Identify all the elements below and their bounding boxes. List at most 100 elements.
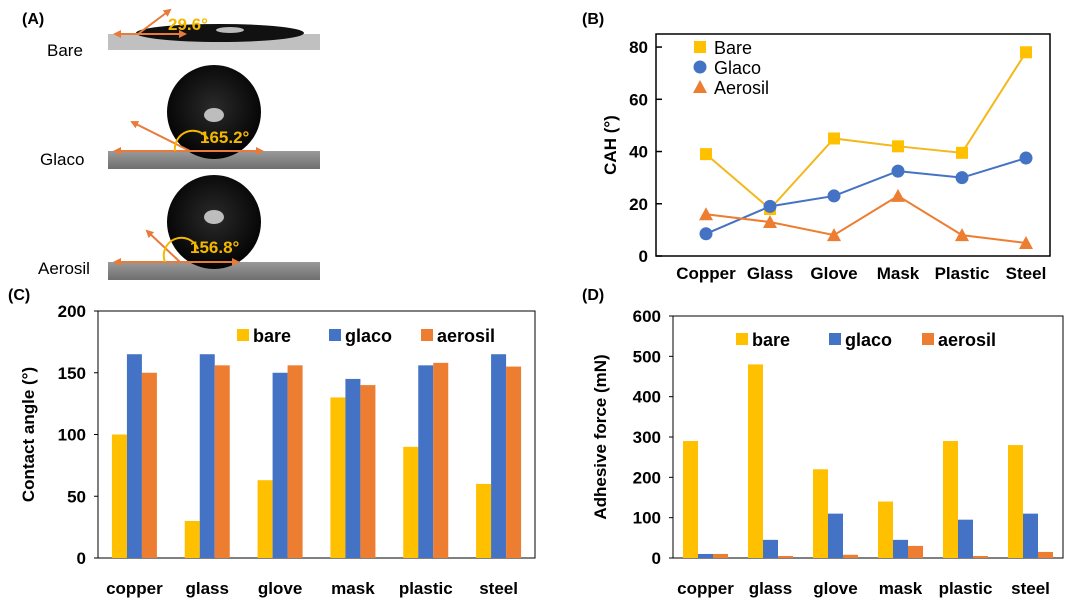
photo-bare: 29.6° Bare [47,8,320,60]
y-tick-label: 50 [67,487,86,506]
tangent-arrow-aerosil [145,229,181,263]
series-line-glaco [705,157,1027,235]
bar-glaco [1023,513,1038,558]
bar-bare [476,483,492,558]
y-tick-label: 500 [633,347,661,366]
chartD-letter: (D) [582,287,604,304]
legend-marker [922,333,934,345]
point-glaco [955,171,969,185]
bar-glaco [491,354,507,558]
angle-label-glaco: 165.2° [200,128,250,147]
x-tick-label: steel [479,579,518,598]
x-tick-label: glass [749,579,792,598]
panel-c-bar-chart: (C) 0 50 100 150 200 Contact angle (°) copper gl… [8,287,536,598]
x-tick-label: mask [879,579,923,598]
bar-bare [878,501,893,558]
legend-marker [829,333,841,345]
substrate-aerosil [108,262,320,280]
y-tick-label: 150 [58,364,86,383]
x-tick-label: glass [186,579,229,598]
point-aerosil [955,228,969,242]
bar-aerosil [973,555,988,558]
bar-aerosil [433,362,449,558]
bar-glaco [763,539,778,558]
bar-aerosil [360,385,376,558]
point-bare [1020,46,1032,59]
panel-a-letter: (A) [22,11,44,28]
y-tick-label: 200 [58,302,86,321]
bar-glaco [698,553,713,558]
bar-aerosil [843,554,858,558]
legend-marker [693,80,707,93]
x-tick-label: plastic [939,579,993,598]
x-tick-label: mask [331,579,375,598]
point-aerosil [763,215,777,229]
point-aerosil [699,207,713,221]
x-tick-label: Copper [676,264,736,283]
bar-bare [257,480,273,558]
tangent-arrow-glaco [130,121,191,152]
x-tick-label: steel [1011,579,1050,598]
panel-b-line-chart: (B) 0 20 40 60 80 CAH (°) Copper Glass Glove Mask P… [582,11,1051,283]
point-glaco [827,189,841,203]
panel-a: (A) 29.6° Bare 165.2° [22,8,320,280]
substrate-glaco [108,151,320,169]
point-bare [956,146,968,159]
bar-glaco [345,378,361,558]
panel-d-bar-chart: (D) 0 100 200 300 400 500 600 Adhesive force (mN… [582,287,1064,598]
legend-marker [421,329,433,341]
point-aerosil [827,228,841,242]
bar-glaco [418,365,434,558]
legend-label: glaco [845,330,892,350]
x-tick-label: Glass [747,264,793,283]
bar-bare [403,446,419,558]
legend-label: Bare [714,38,752,58]
bar-bare [330,397,346,558]
droplet-bare [136,24,304,42]
series-line-aerosil [705,194,1027,244]
y-tick-label: 200 [633,468,661,487]
bar-glaco [126,354,142,558]
plot-frame [97,310,536,559]
angle-label-bare: 29.6° [168,15,208,34]
droplet-highlight-aerosil [204,210,224,224]
y-tick-label: 60 [629,90,648,109]
y-tick-label: 300 [633,428,661,447]
sample-label-aerosil: Aerosil [38,259,90,278]
bar-glaco [272,372,288,558]
chartC-letter: (C) [8,287,30,304]
bar-aerosil [1038,551,1053,558]
bar-bare [813,469,828,558]
legend-label: Glaco [714,58,761,78]
angle-label-aerosil: 156.8° [190,238,240,257]
bar-aerosil [506,366,522,558]
point-bare [828,132,840,145]
droplet-highlight-glaco [204,108,224,122]
legend-label: bare [253,326,291,346]
y-axis-title: Adhesive force (mN) [591,354,610,519]
legend-marker [693,60,707,74]
legend-marker [736,333,748,345]
legend-marker [694,41,706,53]
x-tick-label: glove [258,579,302,598]
point-glaco [763,199,777,213]
plot-frame [672,315,1064,559]
angle-arc-glaco [173,129,209,152]
panel-b-letter: (B) [582,11,604,28]
tangent-arrow-bare [137,8,172,35]
y-tick-label: 0 [77,549,86,568]
angle-arc-aerosil [162,236,199,263]
y-tick-label: 600 [633,307,661,326]
bar-aerosil [908,545,923,558]
point-glaco [699,227,713,241]
sample-label-bare: Bare [47,41,83,60]
legend-label: aerosil [437,326,495,346]
sample-label-glaco: Glaco [40,150,84,169]
x-tick-label: glove [813,579,857,598]
bar-bare [1008,445,1023,558]
bar-bare [111,434,127,558]
y-tick-label: 400 [633,388,661,407]
point-glaco [891,164,905,178]
